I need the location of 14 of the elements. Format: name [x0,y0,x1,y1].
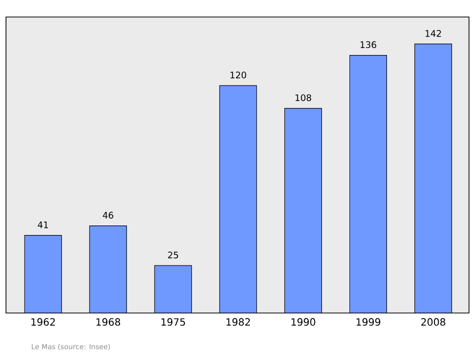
x-tick-label: 1999 [356,318,380,326]
data-label: 120 [230,72,246,78]
x-tick-label: 1962 [31,318,55,326]
x-tick-label: 1982 [226,318,250,326]
data-label: 108 [296,94,312,102]
data-label: 136 [360,41,376,48]
data-label: 142 [426,30,441,37]
data-label: 41 [38,222,48,228]
x-tick-label: 1990 [292,318,316,326]
x-tick-label: 1975 [161,318,185,326]
data-label: 46 [102,212,114,219]
x-tick-label: 1968 [96,318,120,326]
x-tick-label: 2008 [421,318,446,326]
data-label: 25 [168,252,178,258]
